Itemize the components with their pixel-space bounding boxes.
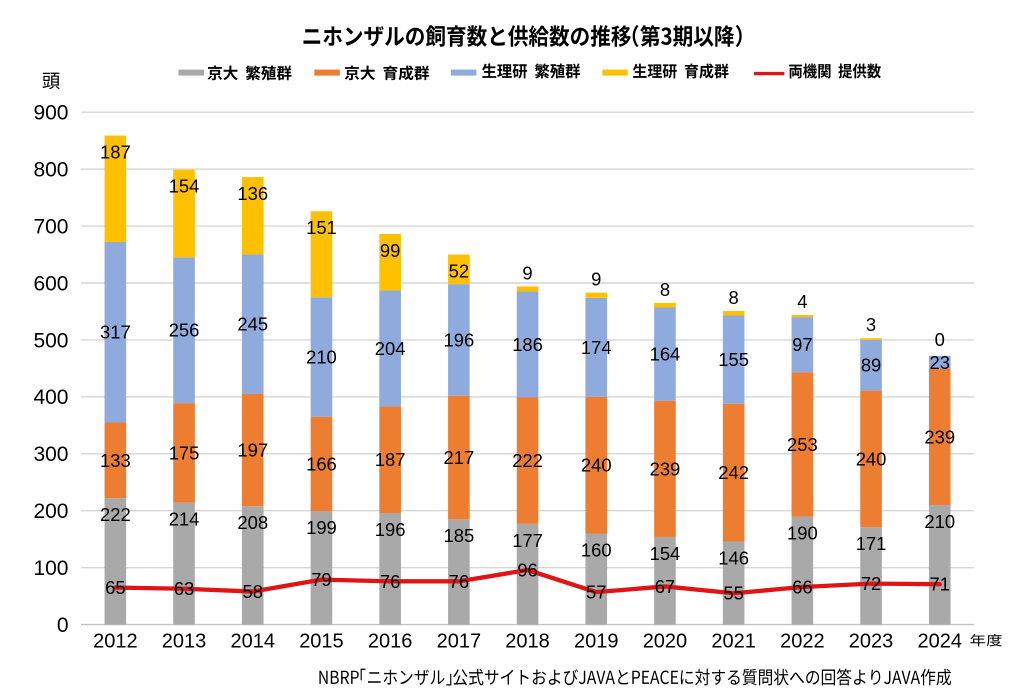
svg-text:185: 185 (444, 525, 475, 546)
svg-text:2023: 2023 (849, 631, 894, 653)
svg-text:2018: 2018 (505, 631, 550, 653)
svg-text:63: 63 (174, 578, 194, 599)
svg-text:96: 96 (517, 559, 537, 580)
svg-text:2015: 2015 (299, 631, 344, 653)
svg-text:2021: 2021 (711, 631, 756, 653)
svg-text:97: 97 (792, 334, 812, 355)
svg-text:187: 187 (100, 141, 131, 162)
svg-text:151: 151 (306, 217, 337, 238)
svg-text:4: 4 (797, 291, 807, 312)
svg-text:57: 57 (586, 582, 606, 603)
svg-text:65: 65 (105, 577, 125, 598)
svg-text:214: 214 (169, 509, 200, 530)
svg-text:187: 187 (375, 449, 406, 470)
svg-text:2012: 2012 (93, 631, 138, 653)
svg-text:217: 217 (444, 447, 475, 468)
svg-text:900: 900 (33, 102, 68, 125)
svg-text:199: 199 (306, 517, 337, 538)
svg-text:171: 171 (856, 533, 887, 554)
svg-text:2019: 2019 (574, 631, 619, 653)
svg-text:3: 3 (866, 314, 876, 335)
svg-text:253: 253 (787, 434, 818, 455)
svg-text:154: 154 (169, 176, 200, 197)
svg-text:400: 400 (33, 386, 68, 409)
svg-text:196: 196 (444, 329, 475, 350)
svg-text:72: 72 (861, 573, 881, 594)
svg-text:2016: 2016 (368, 631, 413, 653)
svg-text:67: 67 (655, 576, 675, 597)
svg-text:300: 300 (33, 443, 68, 466)
svg-text:146: 146 (718, 547, 749, 568)
svg-text:186: 186 (512, 334, 543, 355)
svg-text:240: 240 (581, 455, 612, 476)
svg-text:164: 164 (650, 344, 681, 365)
svg-text:155: 155 (718, 349, 749, 370)
svg-text:2024: 2024 (918, 631, 963, 653)
svg-text:197: 197 (237, 440, 268, 461)
svg-text:160: 160 (581, 539, 612, 560)
svg-text:600: 600 (33, 272, 68, 295)
svg-text:79: 79 (311, 569, 331, 590)
svg-text:256: 256 (169, 320, 200, 341)
svg-text:222: 222 (512, 450, 543, 471)
svg-text:99: 99 (380, 240, 400, 261)
svg-text:2022: 2022 (780, 631, 825, 653)
svg-text:245: 245 (237, 314, 268, 335)
svg-text:89: 89 (861, 355, 881, 376)
svg-text:23: 23 (930, 352, 950, 373)
svg-text:71: 71 (930, 574, 950, 595)
svg-text:9: 9 (591, 269, 601, 290)
svg-text:500: 500 (33, 329, 68, 352)
svg-text:0: 0 (935, 329, 945, 350)
svg-text:175: 175 (169, 442, 200, 463)
svg-text:242: 242 (718, 462, 749, 483)
svg-text:239: 239 (650, 458, 681, 479)
svg-text:177: 177 (512, 530, 543, 551)
svg-text:240: 240 (856, 448, 887, 469)
svg-text:9: 9 (522, 262, 532, 283)
svg-text:8: 8 (729, 287, 739, 308)
svg-text:66: 66 (792, 576, 812, 597)
svg-text:200: 200 (33, 500, 68, 523)
svg-text:2014: 2014 (231, 631, 276, 653)
svg-text:76: 76 (449, 571, 469, 592)
svg-text:239: 239 (924, 426, 955, 447)
svg-text:204: 204 (375, 338, 406, 359)
svg-text:317: 317 (100, 322, 131, 343)
svg-text:210: 210 (306, 346, 337, 367)
svg-text:2013: 2013 (162, 631, 207, 653)
svg-text:154: 154 (650, 543, 681, 564)
svg-text:190: 190 (787, 522, 818, 543)
svg-text:0: 0 (57, 614, 69, 637)
svg-text:800: 800 (33, 158, 68, 181)
svg-text:52: 52 (449, 260, 469, 281)
svg-text:100: 100 (33, 557, 68, 580)
svg-text:196: 196 (375, 519, 406, 540)
svg-text:174: 174 (581, 337, 612, 358)
svg-text:166: 166 (306, 453, 337, 474)
svg-text:58: 58 (243, 581, 263, 602)
svg-text:2017: 2017 (437, 631, 482, 653)
svg-text:8: 8 (660, 279, 670, 300)
svg-text:136: 136 (237, 183, 268, 204)
svg-text:700: 700 (33, 215, 68, 238)
svg-text:2020: 2020 (643, 631, 688, 653)
svg-text:210: 210 (924, 511, 955, 532)
svg-text:76: 76 (380, 571, 400, 592)
svg-text:55: 55 (723, 583, 743, 604)
svg-text:222: 222 (100, 504, 131, 525)
svg-text:133: 133 (100, 450, 131, 471)
svg-text:208: 208 (237, 512, 268, 533)
